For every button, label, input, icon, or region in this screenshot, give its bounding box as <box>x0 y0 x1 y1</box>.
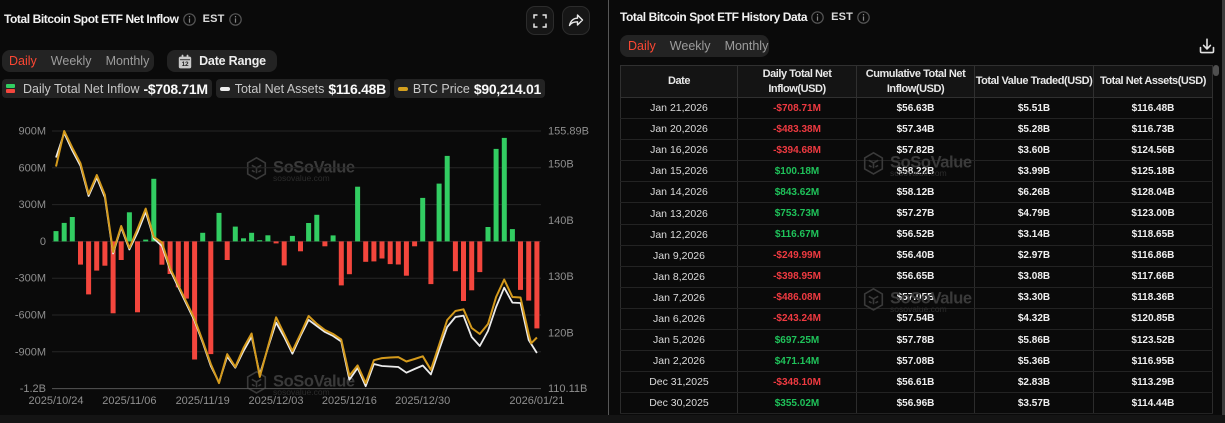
svg-text:12: 12 <box>182 61 189 68</box>
svg-text:-600M: -600M <box>15 310 46 322</box>
svg-text:140B: 140B <box>548 215 574 227</box>
svg-text:SoSoValue: SoSoValue <box>273 373 355 391</box>
svg-text:300M: 300M <box>18 199 46 211</box>
svg-text:155.89B: 155.89B <box>548 126 589 138</box>
svg-text:110.11B: 110.11B <box>548 383 587 395</box>
svg-text:2025/11/06: 2025/11/06 <box>102 395 156 407</box>
svg-text:2025/12/03: 2025/12/03 <box>248 395 303 407</box>
svg-text:900M: 900M <box>18 126 46 138</box>
svg-text:120B: 120B <box>548 328 574 340</box>
svg-text:sosovalue.com: sosovalue.com <box>273 387 330 397</box>
svg-text:2025/12/16: 2025/12/16 <box>322 395 377 407</box>
svg-text:150B: 150B <box>548 159 574 171</box>
svg-text:sosovalue.com: sosovalue.com <box>273 173 330 183</box>
svg-text:0: 0 <box>40 236 46 248</box>
svg-text:2025/10/24: 2025/10/24 <box>28 395 83 407</box>
svg-text:-300M: -300M <box>15 273 46 285</box>
svg-text:2025/11/19: 2025/11/19 <box>176 395 230 407</box>
svg-text:-1.2B: -1.2B <box>20 383 46 395</box>
svg-text:130B: 130B <box>548 271 574 283</box>
svg-text:600M: 600M <box>18 162 46 174</box>
svg-text:2025/12/30: 2025/12/30 <box>395 395 450 407</box>
svg-text:-900M: -900M <box>15 346 46 358</box>
svg-text:2026/01/21: 2026/01/21 <box>509 395 564 407</box>
